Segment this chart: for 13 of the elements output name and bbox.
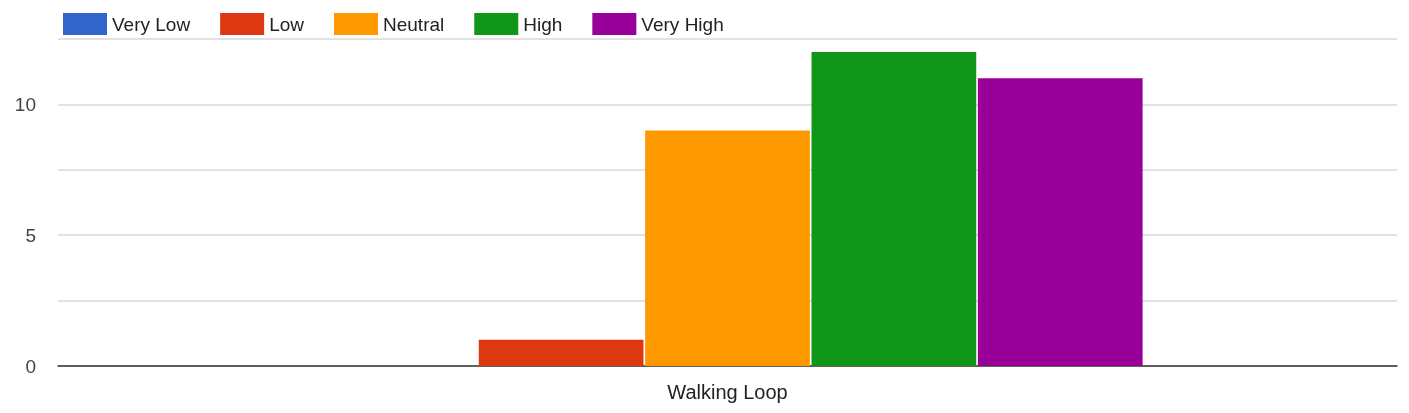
legend-label: Low bbox=[269, 13, 305, 35]
legend-label: Neutral bbox=[383, 13, 445, 35]
legend-label: Very Low bbox=[112, 13, 191, 35]
y-tick-label: 10 bbox=[14, 93, 36, 115]
bar bbox=[977, 78, 1143, 366]
legend-label: Very High bbox=[641, 13, 724, 35]
bar bbox=[645, 130, 810, 366]
y-tick-label: 5 bbox=[25, 224, 36, 246]
y-tick-label: 0 bbox=[25, 355, 36, 377]
x-tick-label: Walking Loop bbox=[667, 381, 788, 403]
bar bbox=[478, 339, 644, 366]
legend-label: High bbox=[523, 13, 563, 35]
bar bbox=[811, 52, 977, 366]
